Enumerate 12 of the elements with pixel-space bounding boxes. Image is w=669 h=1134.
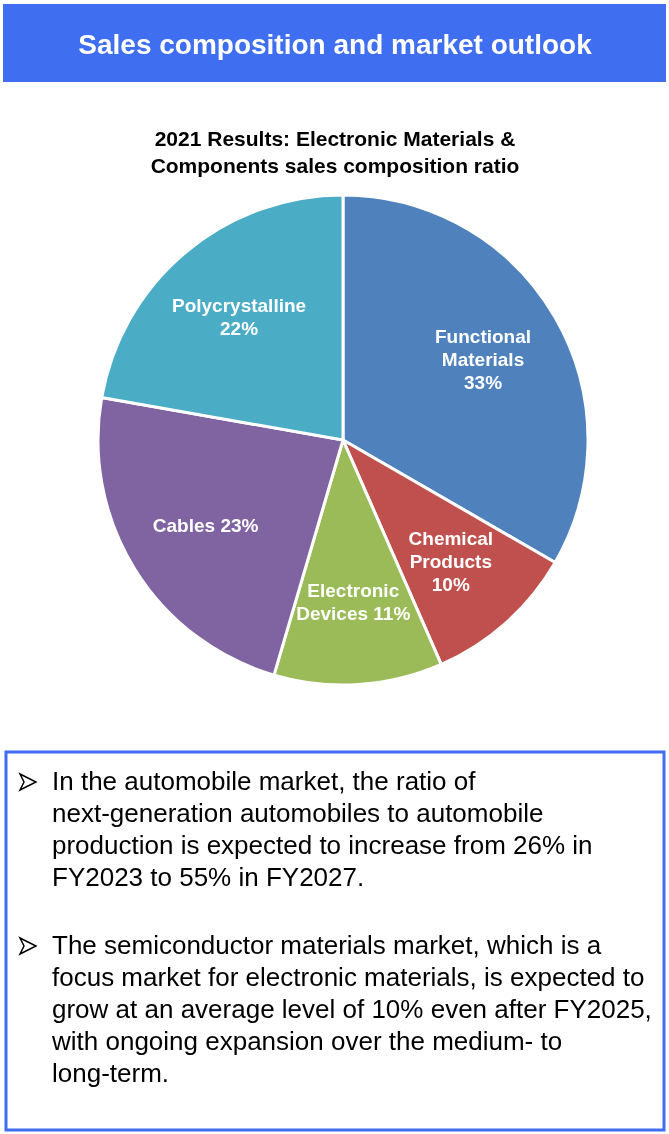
text: In the automobile market, the ratio of next-generation automobiles to automobile production is expected to increase from 26% in FY2023 to 55% in FY2027. bbox=[52, 766, 593, 892]
text: The semiconductor materials market, which is a focus market for electronic materials, is expected to grow at an average level of 10% even after FY2025, with ongoing expansion over the medium- to long-term. bbox=[51, 930, 652, 1088]
slice-label: Cables 23% bbox=[152, 514, 259, 536]
data-label: 33% bbox=[464, 371, 503, 393]
slice-label: Polycrystalline bbox=[172, 294, 307, 316]
data-label: 22% bbox=[220, 317, 259, 339]
slice-label: Electronic Devices 11% bbox=[296, 579, 411, 624]
slice-label: Functional Materials bbox=[435, 325, 532, 370]
slice-label: Chemical Products bbox=[408, 527, 494, 572]
data-label: 10% bbox=[431, 573, 470, 595]
chart-subtitle: 2021 Results: Electronic Materials & Components sales composition ratio bbox=[150, 127, 520, 177]
chart-title: Sales composition and market outlook bbox=[78, 28, 593, 60]
